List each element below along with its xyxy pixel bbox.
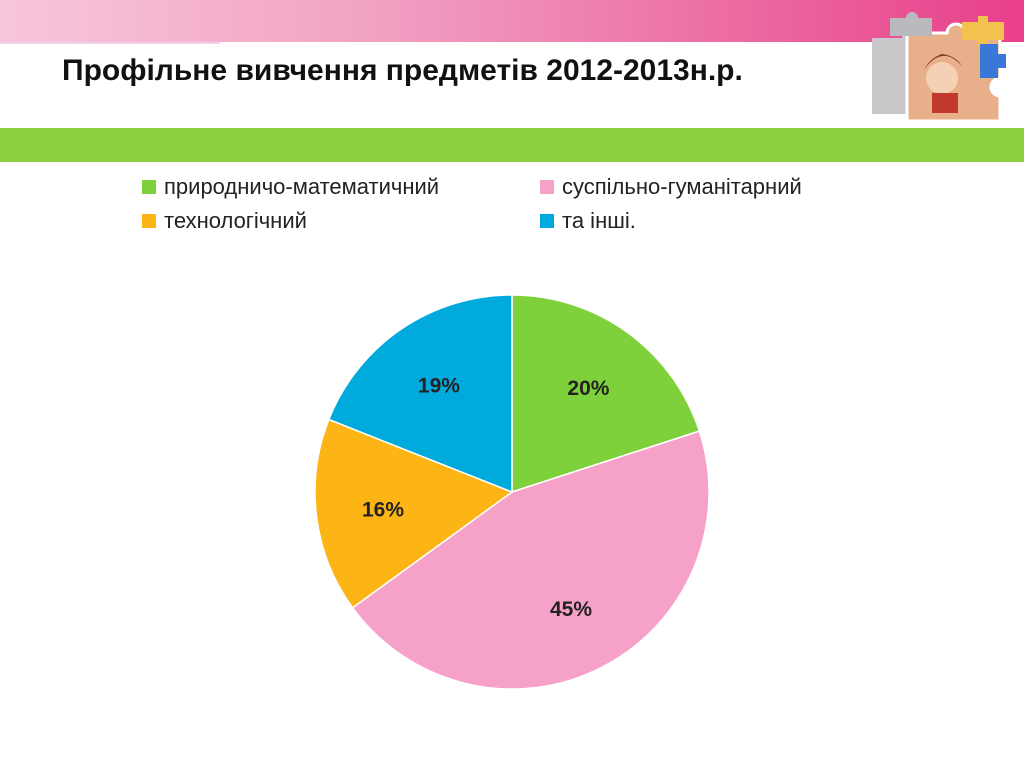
data-label-2: 45% xyxy=(550,598,592,621)
legend-item-3: технологічний xyxy=(142,208,307,234)
legend-label-3: технологічний xyxy=(164,208,307,233)
slice-other xyxy=(327,294,513,494)
legend-item-2: суспільно-гуманітарний xyxy=(540,174,802,200)
slice-social-humanitarian xyxy=(351,430,710,690)
legend-swatch-2 xyxy=(540,180,554,194)
slice-technological xyxy=(314,418,514,609)
legend-label-2: суспільно-гуманітарний xyxy=(562,174,802,199)
title-underline xyxy=(0,42,220,44)
data-label-3: 16% xyxy=(362,498,404,521)
puzzle-icon xyxy=(872,12,1006,123)
legend-swatch-4 xyxy=(540,214,554,228)
slice-natural-math xyxy=(511,294,701,494)
legend-label-1: природничо-математичний xyxy=(164,174,440,199)
legend-item-1: природничо-математичний xyxy=(142,174,439,200)
legend-swatch-1 xyxy=(142,180,156,194)
data-label-4: 19% xyxy=(418,374,460,397)
green-divider-band xyxy=(0,128,1024,162)
data-label-1: 20% xyxy=(567,377,609,400)
slide-title: Профільне вивчення предметів 2012-2013н.… xyxy=(62,54,743,87)
legend-swatch-3 xyxy=(142,214,156,228)
legend-item-4: та інші. xyxy=(540,208,636,234)
top-gradient-band xyxy=(0,0,1024,42)
legend-label-4: та інші. xyxy=(562,208,636,233)
